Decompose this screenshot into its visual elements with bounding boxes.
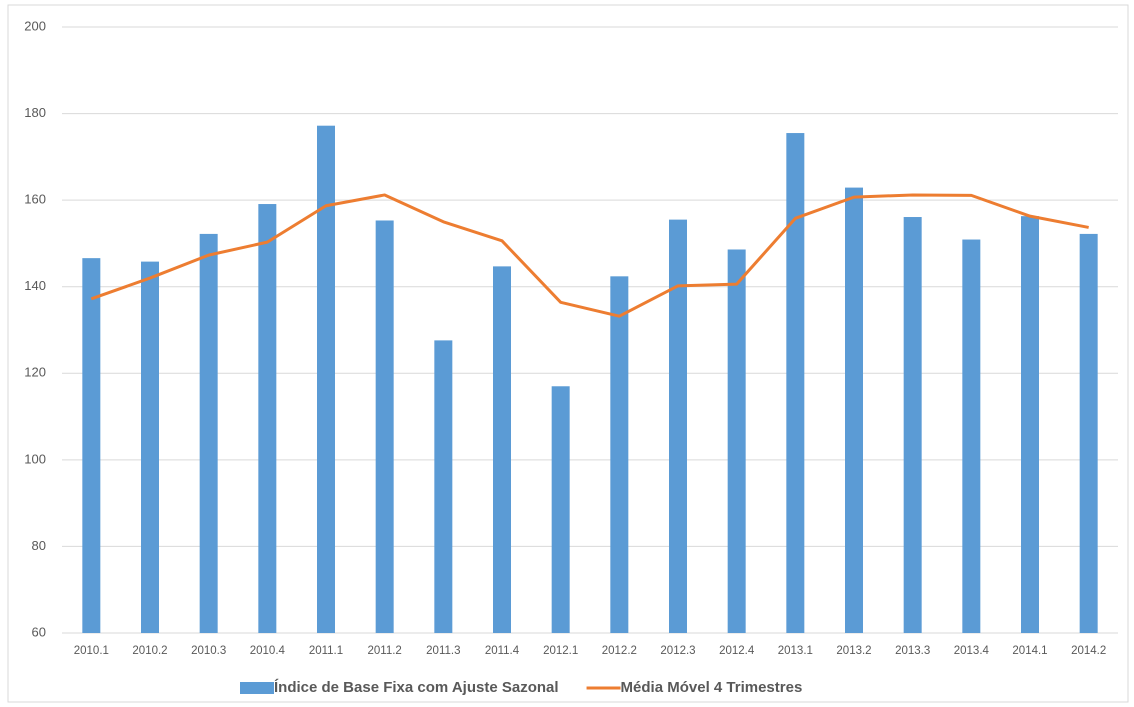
bar [317,125,335,633]
y-tick-label: 100 [24,451,46,466]
x-tick-label: 2013.2 [836,645,871,657]
bar [786,133,805,634]
bar [903,217,922,633]
line [90,193,1089,318]
bar [962,239,981,634]
bar [82,258,101,633]
bar [610,276,629,633]
y-tick-label: 140 [24,278,46,293]
x-tick-label: 2011.2 [368,645,402,657]
y-tick-label: 200 [24,18,46,33]
x-tick-label: 2012.2 [602,645,637,657]
y-tick-label: 160 [24,192,46,207]
x-tick-label: 2010.2 [132,645,167,657]
x-tick-label: 2013.4 [954,645,990,657]
x-tick-label: 2012.4 [719,645,755,657]
x-tick-label: 2014.1 [1012,645,1047,657]
bar [493,266,511,633]
legend-label: Média Móvel 4 Trimestres [621,679,803,696]
y-tick-label: 60 [32,624,46,639]
x-tick-label: 2010.1 [74,645,109,657]
bar [434,340,453,633]
x-tick-label: 2010.3 [191,645,226,657]
x-tick-label: 2013.3 [895,645,930,657]
y-tick-label: 120 [24,365,46,380]
bar [845,187,863,633]
bar [669,219,687,633]
bar [727,249,746,633]
x-tick-label: 2011.1 [309,645,343,657]
bar [199,233,218,634]
x-tick-label: 2014.2 [1071,645,1106,657]
x-tick-label: 2011.3 [426,645,460,657]
bar [1079,233,1098,634]
x-tick-label: 2010.4 [250,645,286,657]
x-tick-label: 2012.1 [543,645,578,657]
x-tick-label: 2013.1 [778,645,813,657]
bar [258,204,277,633]
bar [141,261,159,633]
bar [551,386,570,633]
bar [375,220,394,634]
y-tick-label: 80 [32,538,46,553]
x-tick-label: 2011.4 [485,645,520,657]
y-tick-label: 180 [24,105,46,120]
legend-swatch [240,682,274,694]
legend-label: Índice de Base Fixa com Ajuste Sazonal [274,679,559,696]
x-tick-label: 2012.3 [660,645,695,657]
bar [1021,216,1039,633]
